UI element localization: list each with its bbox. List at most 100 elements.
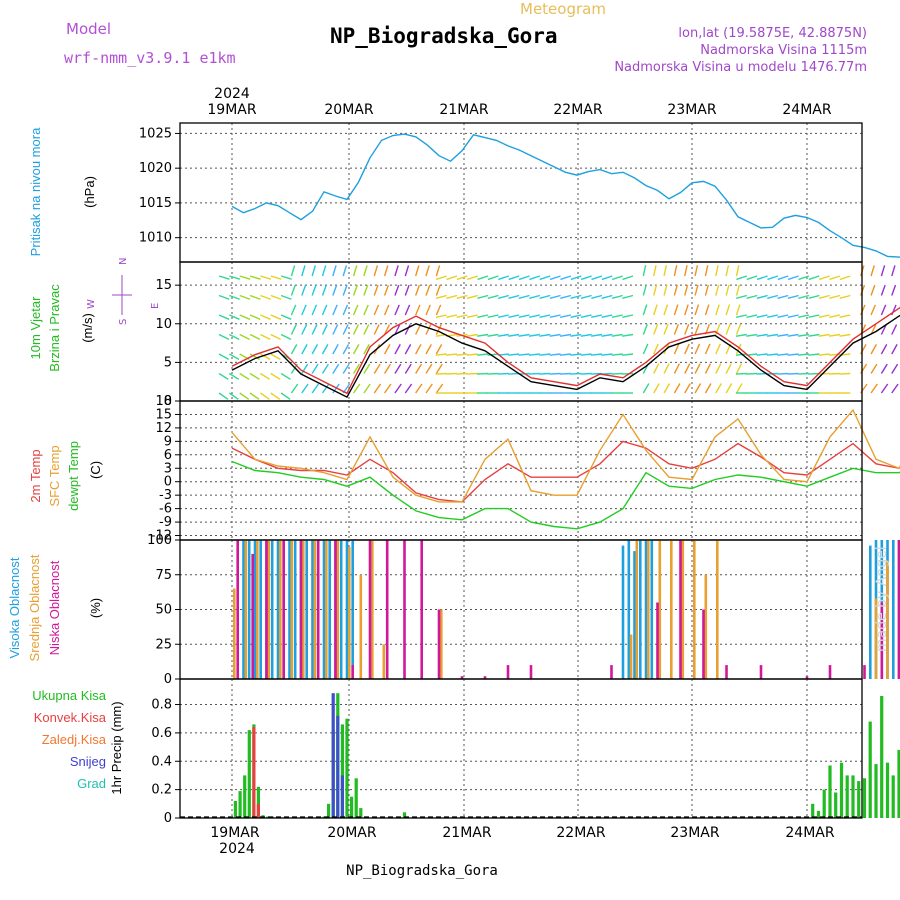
wind-barb-201	[497, 294, 509, 300]
wind-barb-33	[260, 294, 271, 300]
wind-barb-111	[373, 265, 379, 277]
wind-barb-184	[477, 353, 489, 356]
wind-barb-147	[435, 383, 444, 394]
temperature-frame	[179, 400, 863, 541]
wind-barb-312	[673, 304, 679, 316]
temperature-ylabel: (C)	[88, 461, 103, 479]
wind-barb-60	[301, 304, 307, 316]
precip-legend-3: Snijeg	[70, 754, 106, 769]
pressure-s0-line	[231, 133, 900, 258]
wind-barb-104	[363, 265, 368, 277]
wind-barb-375	[756, 314, 768, 318]
wind-barb-129	[404, 324, 411, 335]
wind-barb-284	[622, 314, 634, 318]
wind-barb-79	[332, 344, 339, 355]
clouds-high-bar-17	[339, 540, 343, 679]
wind-barb-102	[363, 304, 369, 316]
wind-barb-82	[332, 284, 338, 296]
temperature-side-label-0: 2m Temp	[28, 449, 43, 502]
wind-barb-408	[808, 353, 820, 356]
temperature-ytick-4: 0	[164, 475, 172, 490]
wind-barb-300	[653, 265, 657, 277]
wind-barb-337	[715, 363, 722, 374]
wind-barb-248	[570, 333, 582, 337]
wind-barb-247	[570, 353, 582, 356]
clouds-low-bar-1	[251, 553, 254, 679]
wind-barb-340	[715, 304, 720, 316]
wind-barb-57	[301, 363, 309, 374]
precip-conv-bar-0	[252, 727, 256, 818]
precip-total-bar-14	[345, 718, 349, 818]
wind-barb-283	[622, 333, 634, 337]
wind-barb-187	[477, 294, 489, 300]
wind-barb-153	[435, 265, 441, 277]
wind-barb-86	[342, 344, 350, 355]
wind-barb-42	[280, 392, 291, 400]
wind-barb-69	[311, 265, 317, 277]
precip-ytick-2: 0.4	[151, 754, 172, 769]
wind-barb-381	[766, 333, 779, 337]
wind-barb-227	[539, 333, 551, 337]
wind-barb-330	[704, 363, 712, 374]
precip-conv-bar-1	[256, 803, 260, 818]
wind-barb-236	[549, 294, 561, 300]
wind-barb-98	[363, 383, 371, 394]
footer-title: NP_Biogradska_Gora	[346, 863, 498, 879]
clouds-low-bar-4	[299, 540, 303, 679]
wind-barb-136	[415, 324, 422, 335]
wind-barb-289	[642, 343, 649, 355]
wind-barb-212	[518, 353, 530, 356]
wind-barb-354	[735, 304, 741, 316]
wind-barb-225	[539, 372, 551, 375]
wind-side-label-0: 10m Vjetar	[28, 296, 43, 360]
wind-barb-458	[891, 324, 898, 335]
clouds-low-bar-14	[483, 676, 487, 679]
wind-barb-103	[363, 284, 369, 296]
wind-barb-8	[228, 372, 240, 380]
wind-barb-306	[663, 284, 668, 296]
credit-label: made by Angel	[874, 546, 890, 652]
wind-barb-449	[880, 363, 888, 374]
wind-barb-446	[870, 284, 876, 296]
precip-total-bar-18	[402, 812, 407, 818]
wind-barb-28	[259, 392, 270, 400]
wind-barb-456	[891, 363, 899, 374]
wind-barb-293	[642, 265, 647, 277]
wind-barb-270	[601, 314, 613, 318]
clouds-high-bar-19	[351, 540, 354, 679]
wind-barb-453	[880, 284, 886, 296]
wind-barb-112	[384, 383, 392, 394]
precip-total-bar-28	[862, 778, 867, 818]
clouds-panel: 0 25 50 75 100 Visoka Oblacnost Srednja Oblacn…	[7, 533, 900, 687]
wind-barb-445	[870, 304, 876, 316]
clouds-mid-bar-1	[244, 540, 248, 679]
wind-barb-334	[704, 284, 709, 296]
wind-barb-206	[508, 333, 520, 337]
wind-barb-295	[653, 363, 660, 374]
wind-barb-123	[394, 304, 400, 316]
wind-barb-271	[601, 294, 613, 300]
wind-barb-279	[611, 275, 623, 281]
precip-panel: 0 0.2 0.4 0.6 0.8 Ukupna Kisa Konvek.Kisa Zaled…	[32, 678, 900, 826]
wind-barb-183	[477, 372, 489, 375]
wind-barb-390	[777, 294, 789, 300]
clouds-low-bar-22	[759, 665, 763, 679]
clouds-mid-bar-12	[371, 540, 374, 679]
wind-barb-159	[435, 294, 447, 300]
precip-legend-1: Konvek.Kisa	[34, 710, 107, 725]
clouds-high-bar-1	[247, 540, 251, 679]
wind-barb-450	[880, 344, 888, 355]
wind-barb-186	[477, 314, 489, 318]
wind-barb-100	[363, 344, 370, 355]
wind-barb-94	[352, 324, 360, 335]
wind-barb-380	[766, 353, 778, 356]
year-label-top: 2024	[214, 86, 250, 102]
wind-barb-397	[787, 294, 799, 300]
wind-barb-85	[342, 363, 350, 374]
clouds-mid-bar-11	[359, 574, 363, 680]
clouds-high-bar-9	[293, 540, 297, 679]
precip-ytick-4: 0.8	[151, 698, 172, 713]
wind-barb-213	[518, 333, 530, 337]
wind-barb-0	[218, 392, 229, 400]
wind-barb-27	[249, 275, 261, 280]
